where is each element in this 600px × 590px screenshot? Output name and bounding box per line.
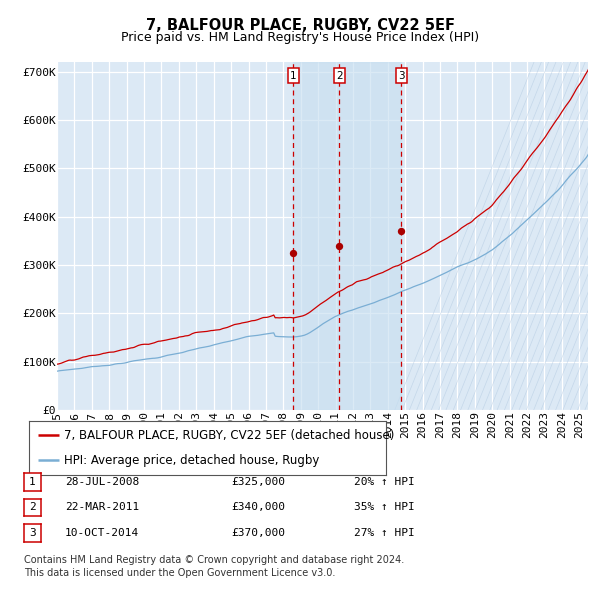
Point bbox=[335, 241, 344, 250]
Text: 2: 2 bbox=[336, 71, 343, 81]
Text: 7, BALFOUR PLACE, RUGBY, CV22 5EF (detached house): 7, BALFOUR PLACE, RUGBY, CV22 5EF (detac… bbox=[65, 429, 395, 442]
Text: 1: 1 bbox=[29, 477, 36, 487]
Text: 10-OCT-2014: 10-OCT-2014 bbox=[65, 528, 139, 537]
Text: 7, BALFOUR PLACE, RUGBY, CV22 5EF: 7, BALFOUR PLACE, RUGBY, CV22 5EF bbox=[146, 18, 455, 32]
Text: £340,000: £340,000 bbox=[231, 503, 285, 512]
Text: £325,000: £325,000 bbox=[231, 477, 285, 487]
Text: 28-JUL-2008: 28-JUL-2008 bbox=[65, 477, 139, 487]
Bar bbox=[293, 62, 401, 410]
Point bbox=[289, 248, 298, 258]
Point bbox=[397, 227, 406, 236]
Text: 1: 1 bbox=[290, 71, 296, 81]
Text: 35% ↑ HPI: 35% ↑ HPI bbox=[354, 503, 415, 512]
Text: 3: 3 bbox=[29, 528, 36, 537]
Text: £370,000: £370,000 bbox=[231, 528, 285, 537]
Text: 3: 3 bbox=[398, 71, 404, 81]
Text: HPI: Average price, detached house, Rugby: HPI: Average price, detached house, Rugb… bbox=[65, 454, 320, 467]
Text: 20% ↑ HPI: 20% ↑ HPI bbox=[354, 477, 415, 487]
Text: This data is licensed under the Open Government Licence v3.0.: This data is licensed under the Open Gov… bbox=[24, 568, 335, 578]
Text: Contains HM Land Registry data © Crown copyright and database right 2024.: Contains HM Land Registry data © Crown c… bbox=[24, 555, 404, 565]
Text: 27% ↑ HPI: 27% ↑ HPI bbox=[354, 528, 415, 537]
Text: Price paid vs. HM Land Registry's House Price Index (HPI): Price paid vs. HM Land Registry's House … bbox=[121, 31, 479, 44]
Text: 22-MAR-2011: 22-MAR-2011 bbox=[65, 503, 139, 512]
Text: 2: 2 bbox=[29, 503, 36, 512]
